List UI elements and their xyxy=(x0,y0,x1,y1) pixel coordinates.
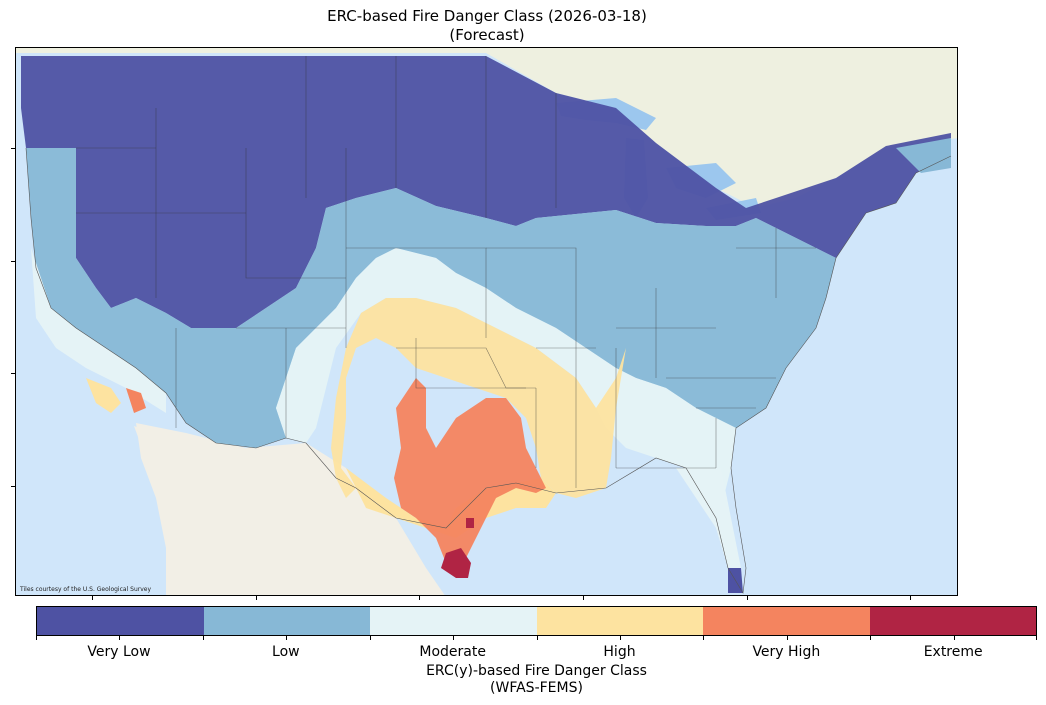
colorbar-title-line-1: ERC(y)-based Fire Danger Class xyxy=(426,663,647,679)
x-axis-tick xyxy=(256,596,257,600)
colorbar-segment-very-high xyxy=(703,607,870,635)
y-axis-tick xyxy=(11,373,15,374)
colorbar-boundary-tick xyxy=(1036,636,1037,640)
x-axis-tick xyxy=(583,596,584,600)
y-axis-tick xyxy=(11,486,15,487)
map-canvas xyxy=(16,48,957,595)
colorbar-tick xyxy=(786,636,788,640)
x-axis-tick xyxy=(92,596,93,600)
colorbar-boundary-tick xyxy=(703,636,705,640)
colorbar-boundary-tick xyxy=(369,636,371,640)
colorbar-boundary-tick xyxy=(202,636,204,640)
colorbar-tick xyxy=(119,636,121,640)
colorbar-boundary-tick xyxy=(536,636,538,640)
zone-extreme-coast xyxy=(466,518,474,528)
colorbar-segment-high xyxy=(536,607,703,635)
colorbar-segment-very-low xyxy=(37,607,204,635)
fire-danger-map[interactable]: Tiles courtesy of the U.S. Geological Su… xyxy=(15,47,958,596)
y-axis-tick xyxy=(11,148,15,149)
colorbar-tick xyxy=(953,636,955,640)
x-axis-tick xyxy=(747,596,748,600)
colorbar-title-line-2: (WFAS-FEMS) xyxy=(490,680,583,696)
x-axis-tick xyxy=(910,596,911,600)
colorbar-boundary-tick xyxy=(36,636,37,640)
zone-extreme xyxy=(441,548,471,578)
colorbar-label: Very Low xyxy=(87,644,151,660)
x-axis-tick xyxy=(419,596,420,600)
colorbar-tick xyxy=(453,636,455,640)
colorbar-tick xyxy=(619,636,621,640)
colorbar-label: Extreme xyxy=(923,644,983,660)
colorbar-segment-low xyxy=(203,607,370,635)
colorbar-tick xyxy=(286,636,288,640)
coastline xyxy=(25,147,952,594)
colorbar-label: Low xyxy=(272,644,300,660)
colorbar-boundary-tick xyxy=(870,636,872,640)
canada-land xyxy=(16,48,957,208)
zone-high-california xyxy=(86,378,121,413)
baja-land xyxy=(134,426,231,578)
colorbar-label: High xyxy=(603,644,636,660)
zone-very-high-california xyxy=(126,388,146,413)
colorbar-segment-moderate xyxy=(370,607,537,635)
zone-moderate-florida xyxy=(676,468,741,568)
map-attribution: Tiles courtesy of the U.S. Geological Su… xyxy=(20,586,152,593)
zone-moderate xyxy=(276,248,736,508)
title-line-1: ERC-based Fire Danger Class (2026-03-18) xyxy=(327,7,647,25)
zone-low-northeast xyxy=(896,138,951,173)
colorbar-label: Moderate xyxy=(419,644,486,660)
zone-moderate-california xyxy=(31,248,166,413)
colorbar xyxy=(36,606,1037,636)
y-axis-tick xyxy=(11,261,15,262)
state-borders xyxy=(76,56,816,488)
colorbar-segment-extreme xyxy=(869,607,1036,635)
title-line-2: (Forecast) xyxy=(449,26,525,44)
zone-low xyxy=(26,148,836,448)
zone-very-high xyxy=(394,378,546,568)
colorbar-label: Very High xyxy=(752,644,821,660)
